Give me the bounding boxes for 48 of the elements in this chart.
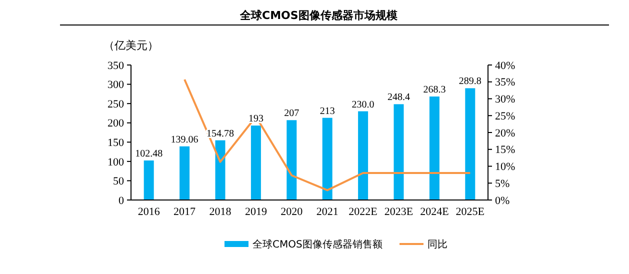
bar [394, 104, 404, 200]
bar [465, 88, 476, 200]
x-tick-label: 2025E [456, 206, 485, 218]
y-tick-label: 300 [108, 79, 124, 92]
bar [250, 126, 261, 200]
chart-title: 全球CMOS图像传感器市场规模 [239, 9, 398, 22]
legend-label: 全球CMOS图像传感器销售额 [252, 238, 382, 250]
bar [358, 111, 368, 200]
legend-label: 同比 [428, 238, 448, 250]
x-tick-label: 2022E [348, 206, 378, 218]
x-tick-label: 2020 [280, 206, 304, 218]
y2-tick-label: 5% [495, 178, 510, 190]
data-label: 102.48 [135, 148, 163, 160]
bar [322, 118, 332, 200]
y2-tick-label: 20% [495, 127, 516, 140]
x-tick-label: 2023E [384, 206, 414, 218]
data-label: 213 [320, 106, 335, 117]
y2-tick-label: 15% [495, 144, 516, 156]
x-tick-label: 2019 [244, 206, 268, 218]
data-label: 268.3 [423, 84, 446, 96]
bar [180, 146, 190, 200]
y-tick-label: 100 [108, 156, 124, 168]
y-tick-label: 350 [108, 60, 124, 72]
bar [144, 160, 154, 200]
y-tick-label: 150 [108, 136, 124, 149]
y-tick-label: 200 [108, 118, 124, 130]
data-label: 230.0 [352, 99, 374, 110]
y-tick-label: 0 [118, 194, 124, 207]
y2-tick-label: 35% [495, 76, 516, 89]
y2-tick-label: 40% [495, 60, 516, 72]
x-tick-label: 2017 [174, 206, 196, 218]
y2-tick-label: 25% [495, 110, 516, 122]
bar [286, 120, 297, 200]
y2-tick-label: 0% [495, 194, 510, 207]
x-tick-label: 2024E [420, 206, 450, 218]
y2-tick-label: 30% [495, 94, 516, 106]
x-tick-label: 2018 [209, 206, 232, 218]
data-label: 207 [284, 108, 300, 120]
y-tick-label: 50 [113, 176, 124, 188]
bar [429, 96, 440, 200]
y-tick-label: 250 [108, 98, 124, 110]
x-tick-label: 2016 [138, 206, 160, 218]
data-label: 248.4 [388, 92, 410, 104]
y2-tick-label: 10% [495, 161, 516, 174]
x-tick-label: 2021 [316, 206, 338, 218]
data-label: 289.8 [458, 76, 482, 88]
y-axis-title: （亿美元） [104, 39, 158, 52]
data-label: 139.06 [170, 134, 198, 146]
